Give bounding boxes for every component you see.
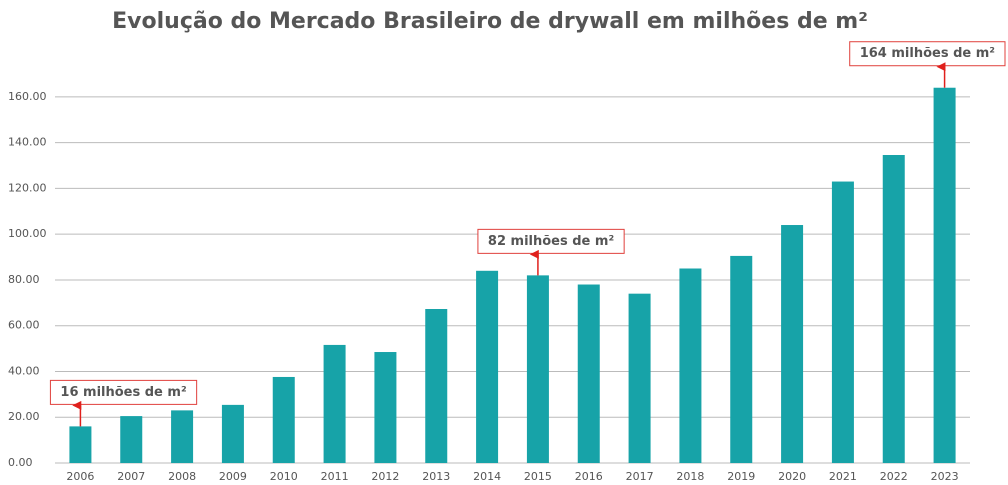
bar — [374, 352, 397, 463]
x-tick-label: 2014 — [473, 470, 501, 483]
y-tick-label: 20.00 — [8, 410, 40, 423]
bar — [120, 416, 143, 463]
chart-title: Evolução do Mercado Brasileiro de drywal… — [112, 9, 868, 34]
x-tick-label: 2008 — [168, 470, 196, 483]
annotation-box — [49, 379, 198, 405]
bar — [933, 87, 956, 464]
x-tick-label: 2023 — [931, 470, 959, 483]
y-tick-label: 40.00 — [8, 364, 40, 377]
x-tick-label: 2010 — [270, 470, 298, 483]
y-tick-label: 120.00 — [8, 181, 47, 194]
y-tick-label: 140.00 — [8, 136, 47, 149]
bar — [882, 155, 905, 463]
annotation-text: 16 milhões de m² — [60, 385, 186, 400]
bar — [730, 255, 753, 463]
x-tick-label: 2021 — [829, 470, 857, 483]
y-tick-label: 60.00 — [8, 319, 40, 332]
bar — [526, 275, 549, 463]
x-tick-label: 2019 — [727, 470, 755, 483]
bar — [221, 404, 244, 463]
bar — [781, 225, 804, 463]
bar — [476, 270, 499, 463]
x-tick-label: 2009 — [219, 470, 247, 483]
bar — [679, 268, 702, 463]
y-tick-label: 0.00 — [8, 456, 33, 469]
bar — [272, 376, 295, 463]
x-tick-label: 2006 — [66, 470, 94, 483]
x-tick-label: 2020 — [778, 470, 806, 483]
bar — [69, 426, 92, 463]
bar — [171, 410, 194, 463]
y-tick-label: 100.00 — [8, 227, 47, 240]
y-tick-label: 80.00 — [8, 273, 40, 286]
annotation-text: 82 milhões de m² — [488, 234, 614, 249]
bar — [323, 344, 346, 463]
x-tick-label: 2018 — [676, 470, 704, 483]
x-tick-label: 2013 — [422, 470, 450, 483]
annotation-box — [849, 41, 1006, 67]
x-tick-label: 2011 — [321, 470, 349, 483]
x-tick-label: 2007 — [117, 470, 145, 483]
x-tick-label: 2017 — [626, 470, 654, 483]
bar — [425, 309, 448, 463]
bar — [831, 181, 854, 463]
bar — [577, 284, 600, 463]
x-tick-label: 2022 — [880, 470, 908, 483]
bar — [628, 293, 651, 463]
annotation-box — [477, 228, 625, 254]
x-tick-label: 2012 — [371, 470, 399, 483]
x-tick-label: 2016 — [575, 470, 603, 483]
annotation-text: 164 milhões de m² — [860, 46, 995, 61]
x-tick-label: 2015 — [524, 470, 552, 483]
y-tick-label: 160.00 — [8, 90, 47, 103]
